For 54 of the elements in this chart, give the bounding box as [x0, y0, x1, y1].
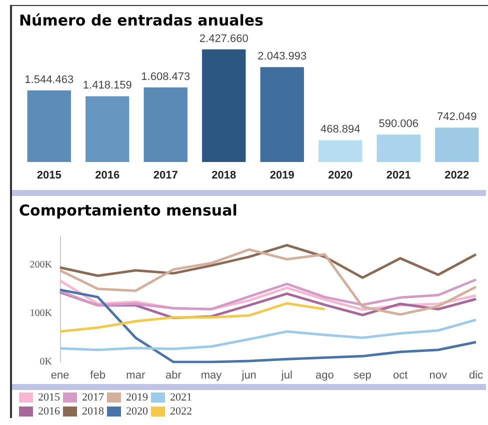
legend-label: 2017	[82, 392, 104, 404]
chart-title: Número de entradas anuales	[19, 12, 264, 30]
line-series	[58, 248, 478, 316]
x-tick-label: may	[200, 370, 222, 382]
line-series	[58, 318, 478, 352]
data-label: 1.608.473	[141, 70, 190, 83]
bar	[86, 96, 130, 162]
bar	[202, 49, 246, 162]
data-label: 2.043.993	[258, 50, 307, 63]
x-tick-label: 2022	[444, 170, 470, 182]
chart-title: Comportamiento mensual	[19, 202, 238, 220]
x-tick-label: sep	[354, 370, 372, 382]
legend-label: 2018	[82, 406, 104, 418]
x-tick-label: 2017	[153, 170, 178, 182]
x-tick-label: oct	[393, 370, 408, 382]
x-tick-label: ene	[50, 370, 70, 382]
bar	[27, 90, 71, 162]
bar	[260, 67, 304, 162]
line-series	[58, 244, 478, 279]
x-tick-label: ago	[316, 370, 334, 382]
x-tick-label: jun	[240, 370, 256, 382]
bar	[435, 128, 479, 162]
x-tick-label: 2020	[328, 170, 353, 182]
legend-label: 2016	[38, 406, 60, 418]
data-label: 2.427.660	[199, 32, 248, 45]
bar	[376, 134, 420, 162]
data-label: 468.894	[320, 124, 360, 136]
legend-label: 2021	[170, 392, 192, 404]
data-label: 1.418.159	[82, 80, 132, 92]
data-label: 1.544.463	[24, 74, 74, 86]
x-tick-label: 2018	[212, 170, 236, 182]
legend-label: 2019	[126, 392, 148, 404]
x-tick-label: 2016	[95, 170, 120, 182]
x-tick-label: dic	[468, 370, 484, 382]
x-tick-label: nov	[429, 370, 448, 382]
line-series	[58, 302, 326, 333]
bar	[318, 140, 362, 162]
x-tick-label: 2021	[386, 170, 411, 182]
x-tick-label: abr	[166, 370, 182, 382]
y-tick-label: 200K	[30, 260, 53, 271]
x-tick-label: mar	[126, 370, 146, 382]
data-label: 742.049	[436, 111, 477, 124]
x-tick-label: 2019	[270, 170, 294, 182]
x-tick-label: 2015	[36, 170, 62, 182]
x-tick-label: feb	[90, 370, 106, 382]
line-series	[58, 288, 478, 364]
legend-label: 2015	[38, 392, 60, 404]
data-label: 590.006	[378, 118, 419, 130]
x-tick-label: jul	[280, 370, 292, 382]
y-tick-label: 100K	[30, 308, 53, 320]
legend-label: 2022	[170, 406, 192, 418]
bar	[144, 87, 188, 162]
legend-label: 2020	[126, 406, 148, 418]
y-tick-label: 0K	[40, 356, 53, 368]
